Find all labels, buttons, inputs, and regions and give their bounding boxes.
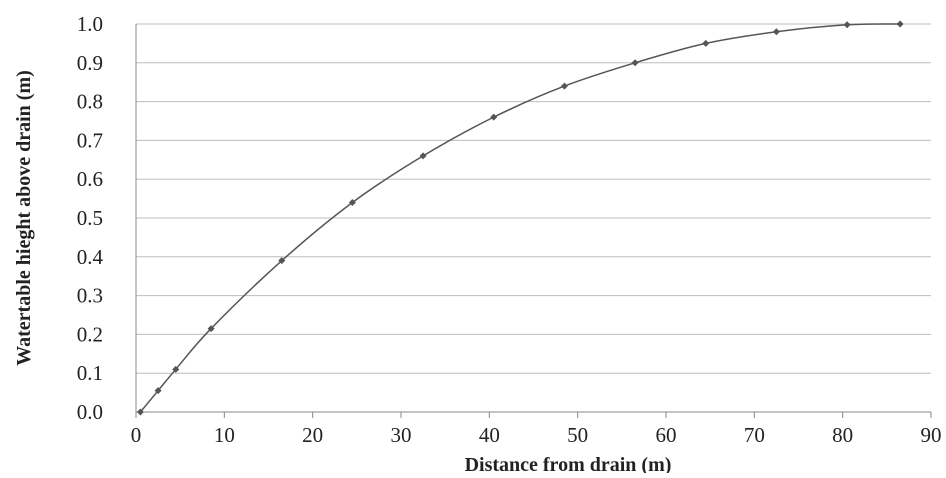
x-axis-title: Distance from drain (m) bbox=[465, 454, 672, 473]
data-point-marker bbox=[207, 325, 215, 333]
x-tick-label: 60 bbox=[656, 423, 677, 447]
y-tick-label: 0.2 bbox=[77, 322, 103, 346]
y-axis-title: Watertable hieght above drain (m) bbox=[13, 70, 35, 366]
y-tick-label: 0.8 bbox=[77, 90, 103, 114]
x-tick-label: 80 bbox=[832, 423, 853, 447]
data-point-marker bbox=[560, 82, 568, 90]
x-tick-label: 40 bbox=[479, 423, 500, 447]
series-layer bbox=[136, 20, 904, 416]
data-point-marker bbox=[348, 198, 356, 206]
grid-layer bbox=[136, 23, 931, 374]
axis-layer bbox=[135, 24, 932, 418]
y-tick-label: 0.4 bbox=[77, 245, 104, 269]
x-tick-label: 90 bbox=[921, 423, 942, 447]
data-point-marker bbox=[172, 365, 180, 373]
y-tick-label: 0.0 bbox=[77, 400, 103, 424]
x-tick-label: 50 bbox=[567, 423, 588, 447]
data-point-marker bbox=[419, 152, 427, 160]
y-tick-label: 1.0 bbox=[77, 12, 103, 36]
x-tick-label: 30 bbox=[391, 423, 412, 447]
data-point-marker bbox=[278, 257, 286, 265]
data-point-marker bbox=[490, 113, 498, 121]
y-tick-label: 0.7 bbox=[77, 128, 103, 152]
y-tick-label: 0.5 bbox=[77, 206, 103, 230]
data-point-marker bbox=[702, 39, 710, 47]
series-line bbox=[139, 23, 901, 413]
data-point-marker bbox=[843, 21, 851, 29]
y-tick-label: 0.3 bbox=[77, 284, 103, 308]
x-tick-label: 10 bbox=[214, 423, 235, 447]
label-layer: 0.0 0.1 0.2 0.3 0.4 0.5 0.6 0.7 0.8 0.9 1.0 0 10 20 30… bbox=[77, 12, 942, 447]
y-tick-label: 0.9 bbox=[77, 51, 103, 75]
data-point-marker bbox=[136, 408, 144, 416]
y-tick-label: 0.1 bbox=[77, 361, 103, 385]
x-tick-label: 20 bbox=[302, 423, 323, 447]
x-tick-label: 70 bbox=[744, 423, 765, 447]
data-point-marker bbox=[631, 59, 639, 67]
x-tick-label: 0 bbox=[131, 423, 142, 447]
y-tick-label: 0.6 bbox=[77, 167, 103, 191]
data-point-marker bbox=[154, 387, 162, 395]
data-point-marker bbox=[772, 28, 780, 36]
data-point-marker bbox=[896, 20, 904, 28]
